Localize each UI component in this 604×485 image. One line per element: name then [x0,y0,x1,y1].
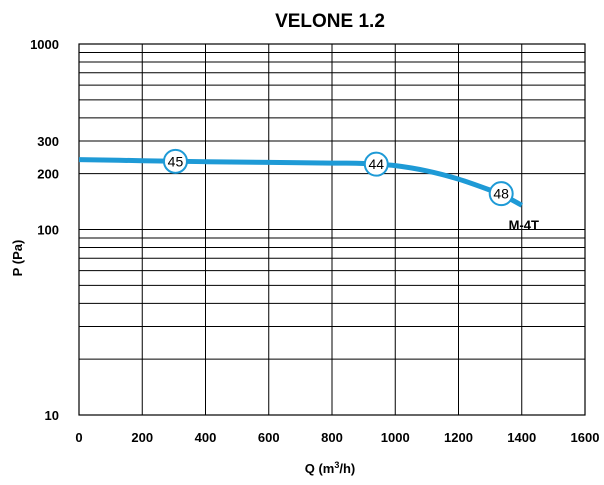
x-tick-label: 1200 [444,430,473,445]
plot-frame [78,43,586,416]
y-tick-label: 1000 [30,37,59,52]
x-tick-label: 1000 [381,430,410,445]
x-axis-ticks: 0 200 400 600 800 1000 1200 1400 1600 [75,430,599,445]
efficiency-marker-label: 44 [368,156,384,172]
series-line [78,157,523,208]
y-tick-label: 300 [37,134,59,149]
x-axis-label: Q (m3/h) [305,460,356,476]
x-tick-label: 800 [321,430,343,445]
y-axis-ticks: 10 100 200 300 1000 [30,37,59,423]
series-layer: 45 44 48M-4T [78,148,539,232]
efficiency-marker [488,181,514,207]
efficiency-marker [363,151,389,177]
x-tick-label: 0 [75,430,82,445]
x-axis-label-sup: 3 [334,460,339,470]
horizontal-gridlines [79,43,585,416]
x-tick-label: 1600 [571,430,600,445]
y-tick-label: 10 [45,408,59,423]
y-tick-label: 200 [37,167,59,182]
chart-title: VELONE 1.2 [275,11,385,32]
y-axis-label: P (Pa) [10,240,25,277]
x-tick-label: 200 [131,430,153,445]
efficiency-marker [162,148,188,174]
efficiency-marker-label: 45 [168,153,184,169]
efficiency-marker-label: 48 [493,186,509,202]
series-name-label: M-4T [509,217,539,232]
x-tick-label: 600 [258,430,280,445]
x-tick-label: 1400 [507,430,536,445]
y-tick-label: 100 [37,223,59,238]
x-axis-label-tail: /h) [339,461,355,476]
x-tick-label: 400 [195,430,217,445]
x-axis-label-main: Q (m [305,461,335,476]
